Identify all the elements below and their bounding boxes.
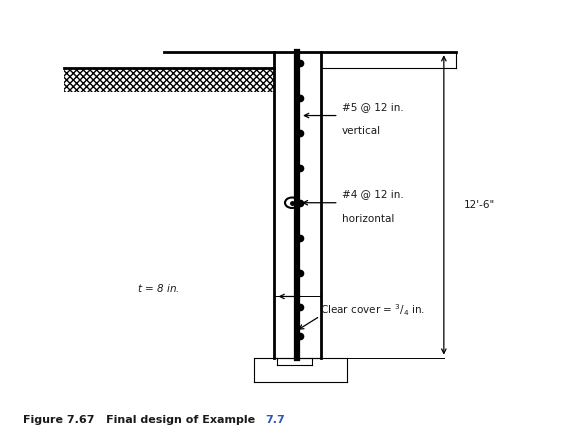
Text: 7.7: 7.7 <box>266 415 286 425</box>
Text: 12'-6": 12'-6" <box>464 200 496 210</box>
Text: vertical: vertical <box>342 126 381 136</box>
Text: #4 @ 12 in.: #4 @ 12 in. <box>342 189 404 199</box>
Text: horizontal: horizontal <box>342 214 394 224</box>
Text: #5 @ 12 in.: #5 @ 12 in. <box>342 102 404 112</box>
Text: Figure 7.67   Final design of Example: Figure 7.67 Final design of Example <box>23 415 259 425</box>
Bar <box>64 68 274 92</box>
Text: $t$ = 8 in.: $t$ = 8 in. <box>137 282 180 294</box>
Text: Clear cover = $\mathregular{^3/_4}$ in.: Clear cover = $\mathregular{^3/_4}$ in. <box>320 303 425 318</box>
